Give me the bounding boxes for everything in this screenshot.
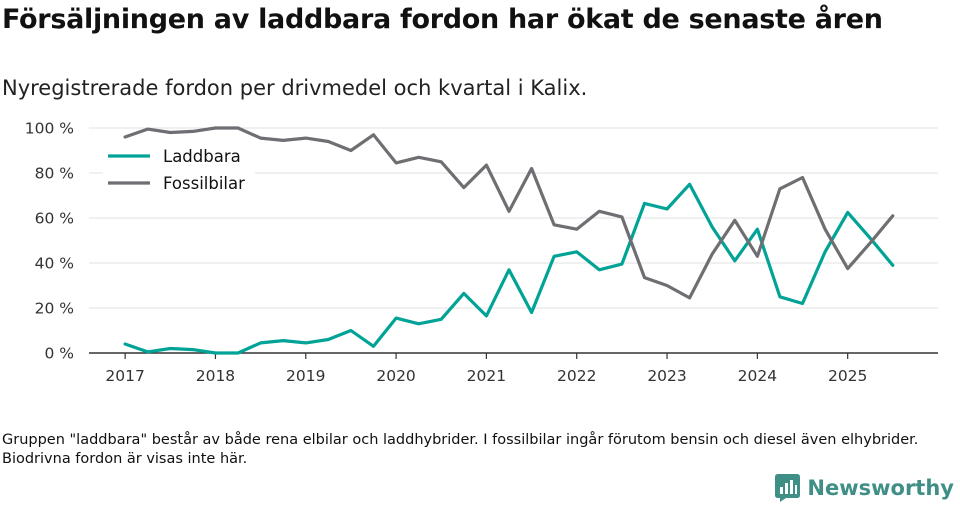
chart-footnote: Gruppen "laddbara" består av både rena e…: [2, 432, 919, 467]
series-line-fossilbilar: [123, 126, 895, 300]
x-tick-label: 2019: [286, 367, 325, 385]
x-tick-label: 2023: [647, 367, 686, 385]
x-tick-label: 2025: [828, 367, 867, 385]
newsworthy-logo: Newsworthy: [775, 474, 954, 502]
x-axis: 2017 2018 2019 2020 2021 2022 2023 2024 2025: [89, 352, 938, 385]
chart-legend: Laddbara Fossilbilar: [108, 147, 245, 193]
y-tick-label: 80 %: [35, 165, 74, 183]
y-tick-label: 100 %: [25, 120, 74, 138]
x-tick-label: 2018: [196, 367, 235, 385]
x-tick-label: 2020: [376, 367, 415, 385]
x-tick-label: 2021: [467, 367, 506, 385]
chart-series: [123, 126, 895, 355]
line-chart: 0 % 20 % 40 % 60 % 80 % 100 % 2017 2018 2019 202…: [25, 120, 938, 385]
y-axis-ticks: 0 % 20 % 40 % 60 % 80 % 100 %: [25, 120, 74, 363]
legend-label-fossilbilar: Fossilbilar: [163, 174, 245, 193]
series-line-laddbara: [123, 182, 895, 355]
legend-background: [103, 139, 255, 195]
brand-name: Newsworthy: [807, 476, 954, 500]
bar-chart-document-icon: [775, 474, 801, 502]
chart-title: Försäljningen av laddbara fordon har öka…: [2, 4, 883, 35]
y-tick-label: 60 %: [35, 210, 74, 228]
y-tick-label: 0 %: [44, 345, 74, 363]
x-tick-label: 2017: [105, 367, 144, 385]
legend-label-laddbara: Laddbara: [163, 147, 241, 166]
x-tick-label: 2024: [738, 367, 777, 385]
y-tick-label: 40 %: [35, 255, 74, 273]
chart-subtitle: Nyregistrerade fordon per drivmedel och …: [2, 76, 588, 100]
x-tick-label: 2022: [557, 367, 596, 385]
y-tick-label: 20 %: [35, 300, 74, 318]
